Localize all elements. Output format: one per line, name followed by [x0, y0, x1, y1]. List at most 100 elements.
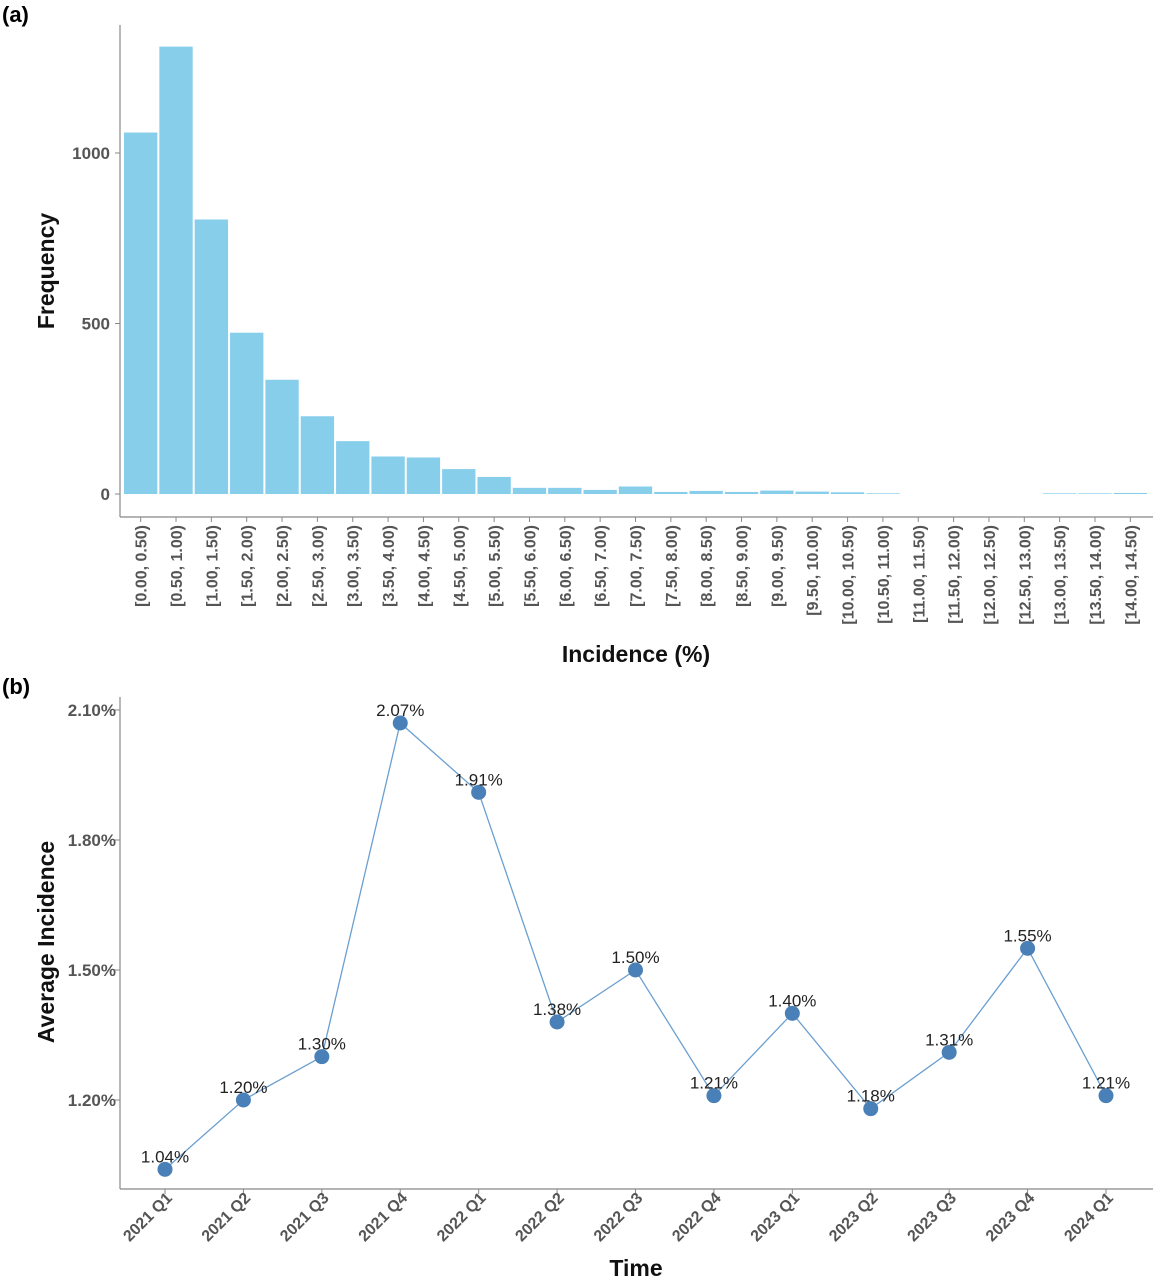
data-label: 1.18%	[847, 1087, 895, 1106]
data-point	[1020, 940, 1036, 956]
data-label: 1.50%	[611, 948, 659, 967]
histogram-bar	[548, 487, 582, 494]
data-point	[706, 1088, 722, 1104]
histogram-bar	[618, 486, 653, 494]
line-y-tick-label: 1.50%	[68, 961, 116, 980]
histogram-bar	[760, 490, 794, 494]
histogram-bar	[265, 379, 299, 494]
data-label: 1.30%	[298, 1035, 346, 1054]
histogram-bar	[194, 219, 229, 494]
panel-label-b: (b)	[2, 674, 30, 699]
data-label: 1.38%	[533, 1000, 581, 1019]
line-x-axis-title: Time	[609, 1255, 662, 1280]
histogram-x-tick-label: [13.50, 14.00)	[1088, 525, 1105, 625]
histogram-x-tick-label: [14.00, 14.50)	[1123, 525, 1140, 625]
series-line	[164, 721, 1107, 1170]
histogram-x-tick-label: [0.00, 0.50)	[134, 525, 151, 607]
line-x-tick-label: 2024 Q1	[1061, 1190, 1116, 1245]
data-point	[549, 1014, 565, 1030]
data-label: 1.04%	[141, 1147, 189, 1166]
histogram-bar	[512, 487, 547, 494]
histogram-x-tick-label: [10.50, 11.00)	[876, 525, 893, 624]
histogram-x-tick-label: [0.50, 1.00)	[169, 525, 186, 607]
histogram-bar	[724, 491, 759, 494]
histogram-bar	[689, 490, 723, 494]
histogram-bar	[442, 469, 476, 494]
histogram-x-tick-label: [10.00, 10.50)	[841, 525, 858, 625]
histogram-x-tick-label: [12.00, 12.50)	[982, 525, 999, 625]
data-point	[314, 1049, 330, 1065]
histogram-x-tick-label: [9.50, 10.00)	[805, 525, 822, 616]
histogram-x-tick-label: [8.50, 9.00)	[735, 525, 752, 607]
histogram-bar	[830, 492, 865, 494]
histogram-x-tick-label: [1.00, 1.50)	[204, 525, 221, 607]
line-y-tick-label: 1.80%	[68, 831, 116, 850]
histogram-bar	[300, 416, 335, 494]
histogram-x-tick-label: [2.00, 2.50)	[275, 525, 292, 607]
histogram-bar	[866, 493, 900, 494]
histogram-chart: 0 500 1000 [0.00, 0.50) [0.50, 1.00) [1.00, 1…	[72, 25, 1153, 625]
histogram-x-tick-label: [5.00, 5.50)	[487, 525, 504, 607]
histogram-x-tick-label: [1.50, 2.00)	[240, 525, 257, 607]
data-label: 1.21%	[690, 1074, 738, 1093]
histogram-bar	[477, 476, 511, 494]
histogram-x-tick-label: [8.00, 8.50)	[699, 525, 716, 607]
line-x-tick-label: 2022 Q2	[512, 1190, 567, 1245]
panel-label-a: (a)	[2, 2, 29, 27]
data-point	[392, 715, 408, 731]
data-point	[863, 1101, 879, 1117]
histogram-x-tick-label: [11.00, 11.50)	[911, 525, 928, 623]
histogram-x-tick-label: [4.00, 4.50)	[416, 525, 433, 607]
histogram-bar	[654, 491, 688, 494]
histogram-x-tick-label: [6.00, 6.50)	[558, 525, 575, 607]
data-label: 1.40%	[768, 991, 816, 1010]
line-x-tick-label: 2021 Q2	[199, 1190, 254, 1245]
line-x-tick-label: 2021 Q4	[356, 1190, 411, 1245]
histogram-x-tick-label: [3.00, 3.50)	[346, 525, 363, 607]
line-x-tick-label: 2022 Q3	[591, 1190, 646, 1245]
histogram-bar	[1042, 493, 1077, 494]
data-label: 1.20%	[219, 1078, 267, 1097]
histogram-bar	[159, 46, 193, 494]
histogram-x-tick-label: [13.00, 13.50)	[1053, 525, 1070, 625]
data-point	[784, 1005, 800, 1021]
histogram-x-tick-label: [3.50, 4.00)	[381, 525, 398, 607]
data-label: 2.07%	[376, 701, 424, 720]
data-point	[1098, 1088, 1114, 1104]
histogram-x-tick-label: [9.00, 9.50)	[770, 525, 787, 607]
data-label: 1.31%	[925, 1030, 973, 1049]
line-y-axis-title: Average Incidence	[33, 841, 59, 1043]
histogram-y-tick-label: 500	[82, 315, 110, 334]
line-x-tick-label: 2021 Q1	[120, 1190, 175, 1245]
data-point	[157, 1161, 173, 1177]
histogram-x-tick-label: [4.50, 5.00)	[452, 525, 469, 607]
histogram-x-tick-label: [12.50, 13.00)	[1017, 525, 1034, 625]
histogram-bar	[1078, 493, 1112, 494]
histogram-x-tick-label: [7.50, 8.00)	[664, 525, 681, 607]
histogram-bar	[230, 332, 264, 494]
line-x-tick-label: 2022 Q4	[669, 1190, 724, 1245]
histogram-x-axis-title: Incidence (%)	[562, 641, 710, 667]
histogram-bar	[371, 456, 405, 494]
histogram-bar	[336, 441, 370, 494]
data-label: 1.21%	[1082, 1074, 1130, 1093]
line-x-tick-label: 2021 Q3	[277, 1190, 332, 1245]
line-x-tick-label: 2023 Q2	[826, 1190, 881, 1245]
histogram-y-tick-label: 0	[101, 485, 110, 504]
histogram-bar	[406, 457, 441, 494]
data-label: 1.55%	[1003, 926, 1051, 945]
histogram-bar	[1113, 492, 1147, 494]
histogram-bar	[583, 489, 617, 494]
histogram-bar	[124, 132, 158, 495]
line-x-tick-label: 2023 Q3	[905, 1190, 960, 1245]
data-point	[471, 784, 487, 800]
histogram-y-tick-label: 1000	[72, 144, 110, 163]
line-x-tick-label: 2023 Q1	[748, 1190, 803, 1245]
line-chart: 1.20% 1.50% 1.80% 2.10% 1.04% 1.20% 1.30% 2.07%…	[68, 697, 1153, 1245]
line-x-tick-label: 2023 Q4	[983, 1190, 1038, 1245]
data-point	[628, 962, 643, 978]
line-y-tick-label: 2.10%	[68, 701, 116, 720]
line-y-tick-label: 1.20%	[68, 1091, 116, 1110]
histogram-bar	[795, 491, 829, 494]
